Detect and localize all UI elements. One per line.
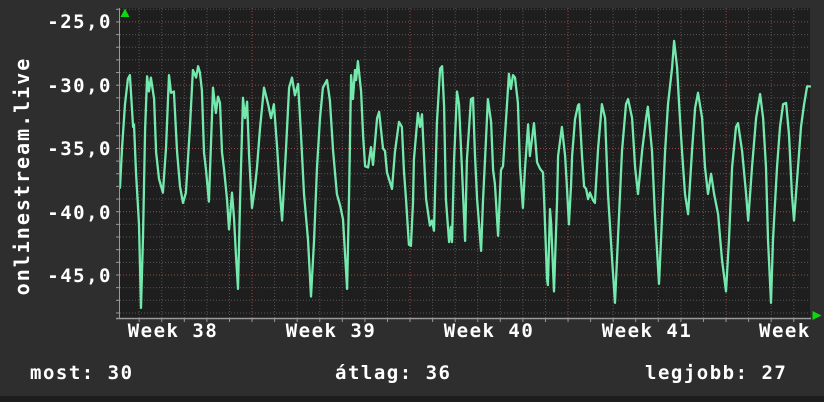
x-tick-label-week38: Week 38: [127, 320, 219, 342]
x-tick-label-week40: Week 40: [443, 320, 535, 342]
line-series: [120, 39, 811, 310]
x-tick-label-week42: Week: [759, 320, 811, 342]
right-arrow-icon: [812, 311, 822, 320]
y-tick-label-35: -35,0: [47, 138, 112, 160]
y-tick-label-30: -30,0: [47, 75, 112, 97]
stat-atlag: átlag: 36: [335, 362, 452, 384]
y-tick-label-25: -25,0: [47, 11, 112, 33]
x-tick-label-week39: Week 39: [285, 320, 377, 342]
stat-most: most: 30: [30, 362, 134, 384]
y-tick-label-45: -45,0: [47, 265, 112, 287]
x-tick-label-week41: Week 41: [601, 320, 693, 342]
up-arrow-icon: [120, 8, 130, 17]
y-tick-label-40: -40,0: [47, 202, 112, 224]
stat-legjobb: legjobb: 27: [645, 362, 788, 384]
bottom-edge: [0, 396, 824, 402]
